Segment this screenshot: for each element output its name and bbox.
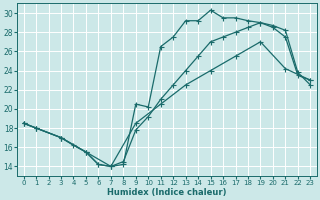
X-axis label: Humidex (Indice chaleur): Humidex (Indice chaleur) <box>107 188 227 197</box>
